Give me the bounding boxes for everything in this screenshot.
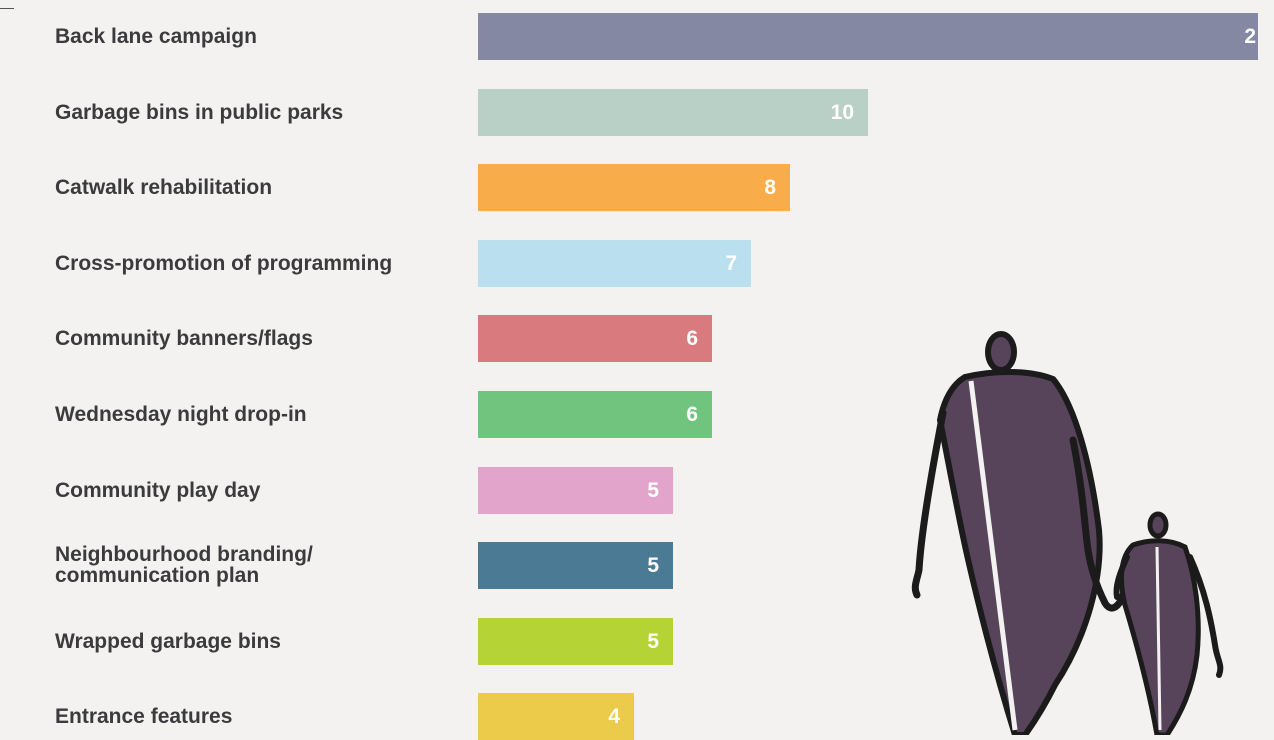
axis-tick-mark xyxy=(0,8,14,9)
category-label-line: Wednesday night drop-in xyxy=(55,403,307,426)
bar-value-label: 6 xyxy=(686,327,698,351)
category-label: Entrance features xyxy=(55,706,465,727)
bar-value-label: 8 xyxy=(764,176,776,200)
bar: 10 xyxy=(478,88,868,136)
child-figure xyxy=(1113,511,1224,735)
category-label: Community banners/flags xyxy=(55,328,465,349)
bar: 6 xyxy=(478,315,712,363)
category-label: Community play day xyxy=(55,480,465,501)
category-label: Wrapped garbage bins xyxy=(55,631,465,652)
bar: 8 xyxy=(478,164,790,212)
category-label-line: Community play day xyxy=(55,478,261,502)
bar-value-label: 5 xyxy=(647,629,659,653)
category-label: Cross-promotion of programming xyxy=(55,253,465,274)
category-label: Garbage bins in public parks xyxy=(55,102,465,123)
category-label-line: Neighbourhood branding/ xyxy=(55,543,313,567)
bar-value-label: 5 xyxy=(647,478,659,502)
category-label: Back lane campaign xyxy=(55,26,465,47)
bar-value-label: 4 xyxy=(608,705,620,729)
bar-value-label: 6 xyxy=(686,403,698,426)
bar: 7 xyxy=(478,239,751,287)
bar: 5 xyxy=(478,617,673,665)
category-label-line: Catwalk rehabilitation xyxy=(55,176,273,200)
category-label: Wednesday night drop-in xyxy=(55,404,465,425)
bar-value-label: 5 xyxy=(647,554,659,578)
category-label-line: Garbage bins in public parks xyxy=(55,100,344,124)
category-label: Neighbourhood branding/communication pla… xyxy=(55,544,465,586)
category-label-line: Wrapped garbage bins xyxy=(55,629,281,653)
adult-and-child-figures-icon xyxy=(911,331,1224,735)
category-label-line: communication plan xyxy=(55,564,260,588)
category-label-line: Community banners/flags xyxy=(55,327,313,351)
bar: 6 xyxy=(478,391,712,438)
bar: 5 xyxy=(478,466,673,514)
category-label-line: Cross-promotion of programming xyxy=(55,251,393,275)
category-label-line: Back lane campaign xyxy=(55,25,257,48)
category-label: Catwalk rehabilitation xyxy=(55,177,465,198)
bar-value-label: 7 xyxy=(725,251,737,275)
adult-figure xyxy=(911,331,1127,735)
bar-value-label: 2 xyxy=(1244,25,1256,48)
bar-value-label: 10 xyxy=(830,100,854,124)
category-label-line: Entrance features xyxy=(55,705,233,729)
bar: 2 xyxy=(478,13,1258,60)
bar: 5 xyxy=(478,542,673,590)
bar: 4 xyxy=(478,693,634,740)
